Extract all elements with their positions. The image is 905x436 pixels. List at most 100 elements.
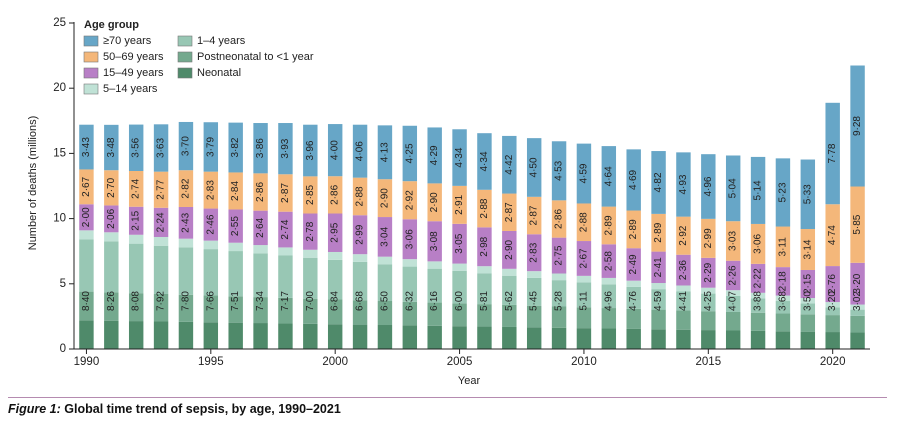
bar-data-label: 6·84 [330, 291, 341, 311]
bar-segment [427, 261, 442, 269]
bar-data-label: 3·56 [131, 137, 142, 157]
bar-data-label: 2·83 [529, 242, 540, 262]
bar-segment [228, 172, 243, 210]
bar-data-label: 4·06 [355, 141, 366, 161]
bar-data-label: 3·11 [777, 237, 788, 257]
bar-data-label: 3·68 [777, 291, 788, 311]
bar-segment [128, 321, 144, 349]
bar-segment [526, 138, 542, 197]
bar-segment [303, 298, 318, 324]
bar-segment [651, 283, 666, 290]
bar-segment [676, 216, 691, 255]
bar-segment [725, 311, 741, 331]
stacked-bar-chart: 8·40 2·00 2·67 3·43 8·26 2·06 2·70 3·48 8·08 2·15… [27, 17, 870, 387]
bar-segment [303, 249, 318, 258]
bar-segment [178, 321, 194, 349]
axes-layer: 0 5 10 15 20 25 1990 1995 2000 2005 2010 2015 2020 [53, 17, 870, 368]
bar-segment [303, 213, 318, 250]
bar-data-label: 3·20 [852, 273, 863, 293]
bar-segment [651, 329, 666, 349]
bar-segment [104, 205, 119, 233]
legend-label: 1–4 years [197, 35, 246, 47]
bar-data-label: 6·00 [454, 291, 465, 311]
bar-segment [253, 123, 268, 174]
bar-data-label: 7·80 [180, 291, 191, 311]
bar-data-label: 4·13 [379, 142, 390, 162]
y-tick-label: 0 [60, 343, 66, 355]
bar-segment [352, 300, 368, 325]
legend-label: Neonatal [197, 67, 241, 79]
bar-data-label: 3·79 [205, 136, 216, 156]
bar-segment [626, 308, 641, 329]
bar-data-label: 2·90 [504, 239, 515, 259]
bar-segment [352, 177, 368, 216]
bar-segment [228, 296, 243, 323]
bar-segment [278, 297, 293, 324]
bar-data-label: 2·49 [628, 254, 639, 274]
bar-segment [79, 169, 94, 205]
bar-segment [775, 301, 791, 314]
bar-segment [253, 253, 268, 298]
bar-data-label: 4·96 [603, 291, 614, 311]
bar-segment [775, 295, 791, 302]
bar-segment [601, 277, 617, 285]
bar-data-label: 5·04 [728, 178, 739, 198]
bar-segment [452, 223, 467, 264]
bar-data-label: 2·86 [255, 182, 266, 202]
bar-segment [477, 133, 492, 190]
bar-segment [377, 325, 393, 349]
bar-data-label: 2·24 [156, 212, 167, 232]
bar-segment [626, 328, 641, 349]
y-axis-label: Number of deaths (millions) [27, 116, 39, 251]
legend-label: Postneonatal to <1 year [197, 51, 314, 63]
bar-data-label: 2·43 [180, 212, 191, 232]
bar-segment [128, 124, 144, 171]
bar-data-label: 2·64 [255, 217, 266, 237]
bar-data-label: 2·00 [81, 207, 92, 227]
bar-segment [551, 280, 567, 307]
bar-data-label: 2·67 [81, 176, 92, 196]
bar-data-label: 2·88 [479, 198, 490, 218]
x-tick-label: 2010 [571, 356, 597, 368]
bar-segment [626, 280, 641, 287]
bar-data-label: 2·06 [106, 208, 117, 228]
bar-segment [626, 210, 641, 249]
bar-segment [701, 287, 716, 294]
bar-segment [825, 102, 840, 205]
bar-segment [601, 244, 617, 278]
bar-segment [178, 170, 194, 207]
bar-segment [676, 291, 691, 311]
bar-data-label: 5·81 [479, 291, 490, 311]
bar-segment [502, 275, 517, 305]
bar-segment [800, 303, 816, 315]
bar-segment [452, 326, 467, 349]
bar-segment [701, 311, 716, 331]
bar-segment [278, 174, 293, 212]
bar-data-label: 2·22 [753, 268, 764, 288]
bar-segment [601, 206, 617, 245]
bar-segment [352, 324, 368, 349]
bar-segment [377, 179, 393, 218]
bar-data-label: 4·82 [653, 172, 664, 192]
bar-segment [502, 326, 517, 349]
bar-data-label: 2·86 [330, 184, 341, 204]
bar-data-label: 2·92 [404, 190, 415, 210]
bar-segment [153, 236, 169, 246]
bar-segment [104, 170, 119, 206]
bar-segment [128, 243, 144, 294]
legend: Age group ≥70 years 50–69 years 15–49 years… [83, 19, 314, 95]
bar-segment [79, 204, 94, 231]
bar-data-label: 5·28 [554, 291, 565, 311]
bar-segment [327, 213, 343, 252]
bar-segment [725, 221, 741, 261]
bar-segment [576, 143, 592, 204]
bar-data-label: 2·99 [703, 228, 714, 248]
bar-data-label: 4·41 [678, 291, 689, 311]
bar-segment [178, 294, 194, 322]
bar-data-label: 5·85 [852, 214, 863, 234]
bar-segment [477, 326, 492, 349]
bar-segment [626, 286, 641, 309]
bar-data-label: 3·04 [379, 226, 390, 246]
bar-segment [750, 312, 766, 331]
bar-data-label: 2·91 [454, 194, 465, 214]
